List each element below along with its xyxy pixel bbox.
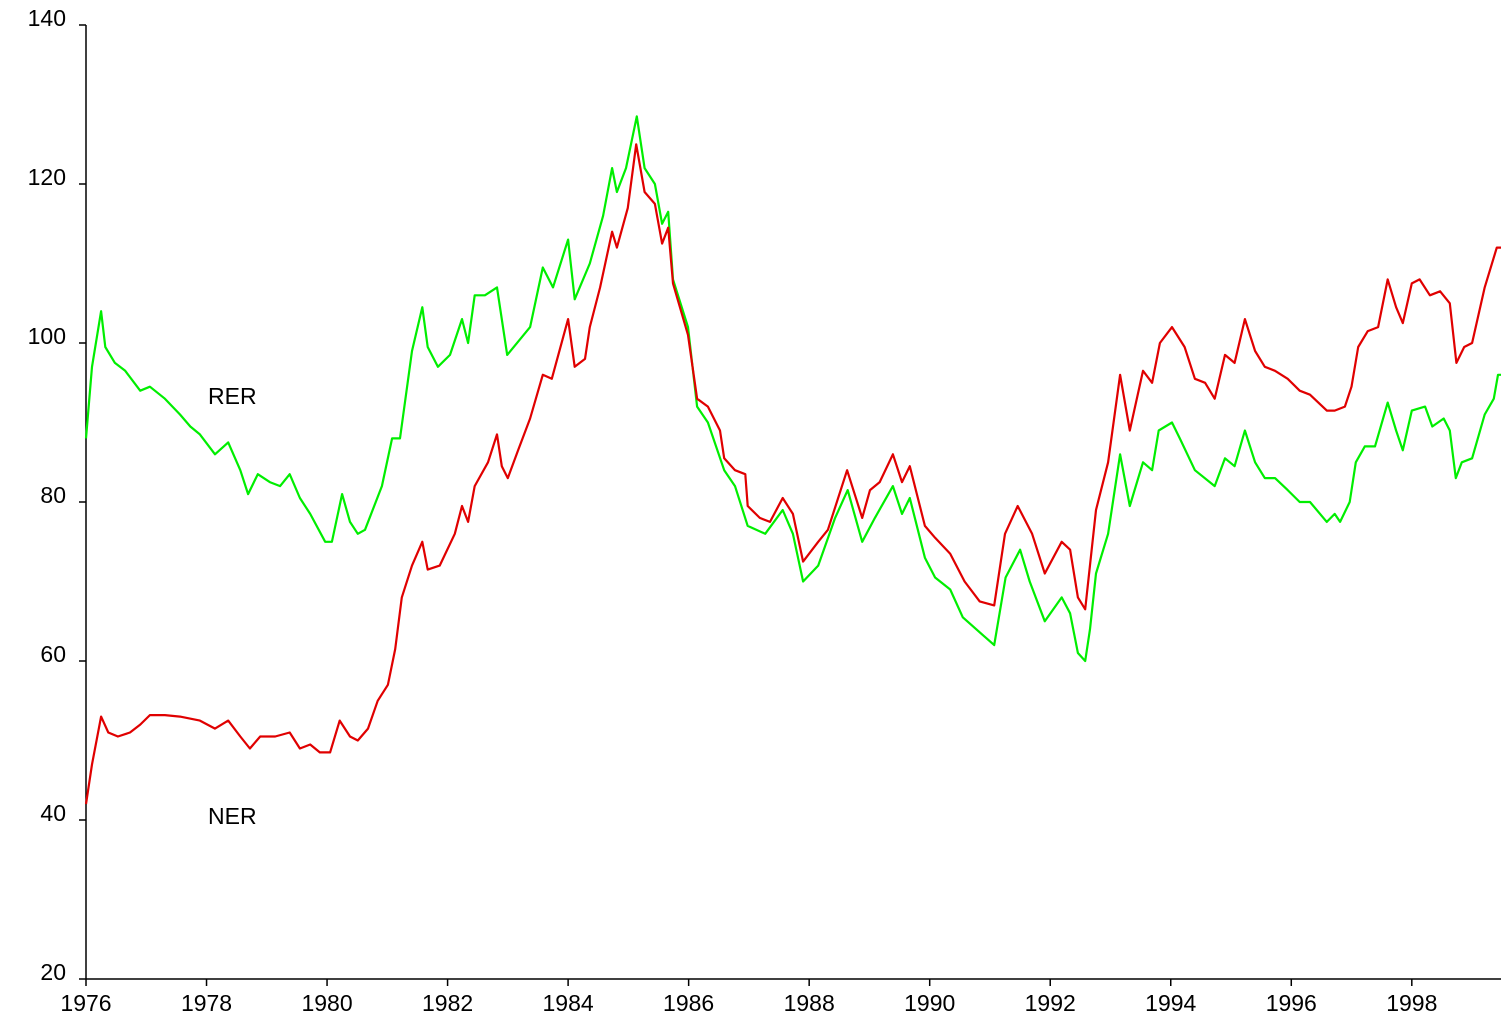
series-line xyxy=(84,143,1501,805)
y-tick-label: 80 xyxy=(40,482,66,508)
series-label: RER xyxy=(208,383,257,409)
x-tick-label: 1982 xyxy=(422,990,473,1016)
x-tick-label: 1990 xyxy=(904,990,955,1016)
x-tick-label: 1980 xyxy=(301,990,352,1016)
series-line xyxy=(84,115,1501,663)
y-tick-label: 20 xyxy=(40,959,66,985)
y-tick-label: 100 xyxy=(28,323,66,349)
x-tick-label: 1992 xyxy=(1025,990,1076,1016)
x-tick-label: 1994 xyxy=(1145,990,1196,1016)
x-tick-label: 1988 xyxy=(784,990,835,1016)
y-tick-label: 120 xyxy=(28,164,66,190)
y-tick-label: 140 xyxy=(28,5,66,31)
series-label: NER xyxy=(208,803,257,829)
y-tick-label: 60 xyxy=(40,641,66,667)
y-tick-label: 40 xyxy=(40,800,66,826)
x-tick-label: 1984 xyxy=(543,990,594,1016)
x-tick-label: 1998 xyxy=(1386,990,1437,1016)
x-tick-label: 1996 xyxy=(1266,990,1317,1016)
x-tick-label: 1976 xyxy=(60,990,111,1016)
x-tick-label: 1986 xyxy=(663,990,714,1016)
x-tick-label: 1978 xyxy=(181,990,232,1016)
